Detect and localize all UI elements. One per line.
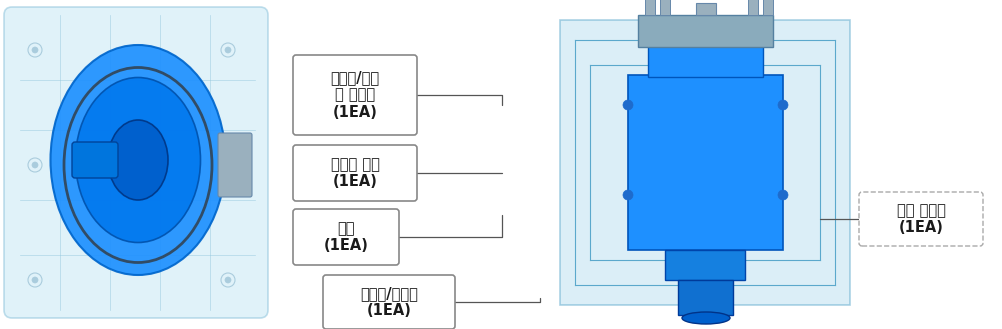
Circle shape xyxy=(778,100,788,110)
FancyBboxPatch shape xyxy=(293,209,399,265)
FancyBboxPatch shape xyxy=(748,0,758,15)
FancyBboxPatch shape xyxy=(645,0,655,15)
FancyBboxPatch shape xyxy=(4,7,268,318)
FancyBboxPatch shape xyxy=(665,250,745,280)
Text: 사프트/베어링
(1EA): 사프트/베어링 (1EA) xyxy=(360,286,418,318)
Circle shape xyxy=(623,190,633,200)
Circle shape xyxy=(32,277,38,283)
FancyBboxPatch shape xyxy=(696,3,716,15)
Circle shape xyxy=(225,162,231,168)
Text: 슬립링/엔코
더 조립체
(1EA): 슬립링/엔코 더 조립체 (1EA) xyxy=(331,70,380,120)
FancyBboxPatch shape xyxy=(660,0,670,15)
Ellipse shape xyxy=(75,78,200,242)
Ellipse shape xyxy=(682,312,730,324)
FancyBboxPatch shape xyxy=(560,20,850,305)
Ellipse shape xyxy=(108,120,168,200)
FancyBboxPatch shape xyxy=(218,133,252,197)
Text: 베어링 홀더
(1EA): 베어링 홀더 (1EA) xyxy=(331,157,380,189)
FancyBboxPatch shape xyxy=(859,192,983,246)
FancyBboxPatch shape xyxy=(638,15,773,47)
Circle shape xyxy=(225,47,231,53)
Circle shape xyxy=(623,100,633,110)
FancyBboxPatch shape xyxy=(293,145,417,201)
Text: 모터
(1EA): 모터 (1EA) xyxy=(324,221,369,253)
Ellipse shape xyxy=(50,45,225,275)
FancyBboxPatch shape xyxy=(72,142,118,178)
FancyBboxPatch shape xyxy=(678,280,733,315)
FancyBboxPatch shape xyxy=(323,275,455,329)
FancyBboxPatch shape xyxy=(628,75,783,250)
Circle shape xyxy=(32,162,38,168)
Circle shape xyxy=(32,47,38,53)
Text: 모터 하우징
(1EA): 모터 하우징 (1EA) xyxy=(897,203,946,235)
FancyBboxPatch shape xyxy=(763,0,773,15)
FancyBboxPatch shape xyxy=(293,55,417,135)
Circle shape xyxy=(778,190,788,200)
Circle shape xyxy=(225,277,231,283)
FancyBboxPatch shape xyxy=(648,45,763,77)
